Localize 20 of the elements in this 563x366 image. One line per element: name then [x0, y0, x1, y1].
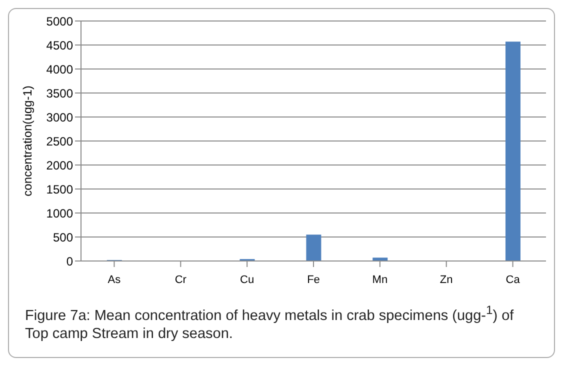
y-tick-label: 5000 — [46, 14, 74, 28]
x-tick-label: Fe — [307, 274, 320, 286]
x-tick-label: Zn — [440, 274, 453, 286]
x-tick-label: Ca — [506, 274, 521, 286]
x-tick-label: As — [108, 274, 122, 286]
y-tick-label: 0 — [66, 254, 74, 268]
y-tick-label: 2000 — [46, 158, 74, 172]
x-tick-label: Mn — [372, 274, 388, 286]
y-tick-label: 3500 — [46, 86, 74, 100]
chart-title: Figure 7a: Mean concentration of heavy metals in crab specimens (ugg-$^{1}$) of Top camp Stream in dry season. — [25, 303, 514, 342]
y-tick-label: 4000 — [46, 62, 74, 76]
y-tick-label: 1000 — [46, 206, 74, 220]
y-axis-title: concentration(ugg-1) — [20, 86, 34, 196]
x-tick-label: Cr — [174, 274, 187, 286]
y-tick-label: 500 — [52, 230, 74, 244]
y-tick-label: 1500 — [46, 182, 74, 196]
x-tick-label: Cu — [240, 274, 254, 286]
y-tick-label: 4500 — [46, 38, 74, 52]
y-tick-label: 3000 — [46, 110, 74, 124]
y-tick-label: 2500 — [46, 134, 74, 148]
